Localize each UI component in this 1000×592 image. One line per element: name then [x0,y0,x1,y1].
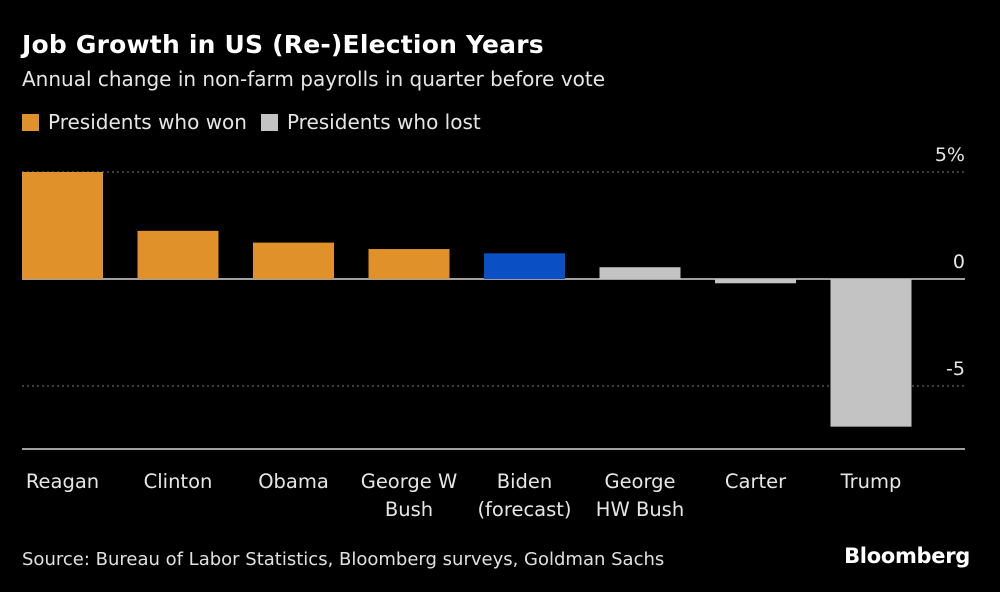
legend: Presidents who won Presidents who lost [22,110,495,134]
legend-label-won: Presidents who won [48,110,247,134]
legend-item-won: Presidents who won [22,110,247,134]
x-tick-label: Trump [840,470,902,493]
x-tick-label: (forecast) [477,498,571,521]
x-tick-label: Obama [258,470,329,493]
bar [22,172,103,279]
legend-swatch-won [22,113,39,131]
legend-label-lost: Presidents who lost [286,110,481,134]
bar [484,253,565,279]
x-tick-label: Carter [725,470,787,493]
y-tick-label: 5% [935,144,965,166]
bar [137,230,219,279]
x-tick-label: Reagan [26,470,99,493]
x-tick-label: HW Bush [596,498,684,521]
bar [368,249,450,279]
legend-item-lost: Presidents who lost [260,110,481,134]
source-note: Source: Bureau of Labor Statistics, Bloo… [22,549,665,570]
bar [830,279,912,427]
bar [253,242,334,279]
x-tick-label: Bush [385,498,433,521]
chart-subtitle: Annual change in non-farm payrolls in qu… [22,67,606,91]
x-tick-label: Clinton [144,470,213,493]
bar [715,279,796,284]
x-tick-label: Biden [497,470,553,493]
y-tick-label: -5 [946,358,965,380]
y-tick-label: 0 [953,251,965,273]
bar [599,267,681,279]
x-tick-label: George [604,470,675,493]
bloomberg-logo: Bloomberg [844,544,970,568]
x-tick-label: George W [361,470,458,493]
legend-swatch-lost [260,113,278,131]
chart-title: Job Growth in US (Re-)Election Years [22,30,544,59]
